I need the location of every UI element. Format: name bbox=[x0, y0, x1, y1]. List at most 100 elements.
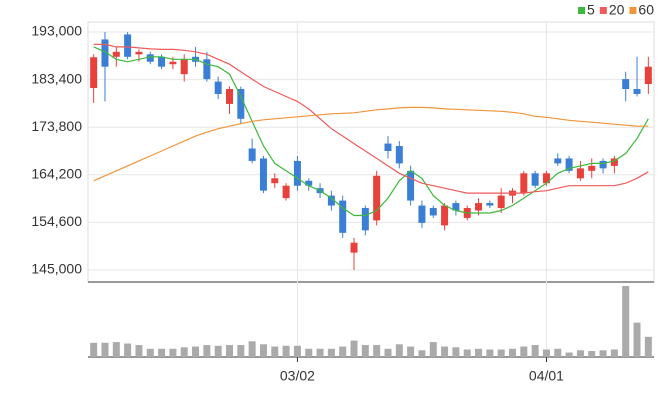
ma-line bbox=[93, 43, 649, 194]
volume-bar bbox=[135, 345, 143, 357]
legend-swatch bbox=[629, 7, 637, 14]
volume-bar bbox=[101, 342, 109, 357]
volume-bar bbox=[282, 345, 290, 357]
volume-bar bbox=[293, 345, 301, 357]
volume-bar bbox=[361, 345, 369, 357]
volume-bar bbox=[429, 342, 437, 357]
candle-body bbox=[452, 203, 460, 211]
volume-bar bbox=[576, 350, 584, 357]
candle-body bbox=[486, 203, 494, 206]
candle-body bbox=[101, 39, 109, 67]
candle-body bbox=[248, 148, 256, 161]
candle-body bbox=[610, 158, 618, 166]
candle-body bbox=[633, 89, 641, 94]
volume-bar bbox=[112, 342, 120, 357]
volume-bar bbox=[509, 348, 516, 357]
candle-body bbox=[429, 208, 437, 216]
volume-bar bbox=[622, 286, 630, 357]
candle-body bbox=[441, 205, 449, 226]
volume-bar bbox=[237, 345, 245, 357]
candle-body bbox=[135, 51, 143, 55]
candle-body bbox=[293, 160, 301, 186]
candle-body bbox=[475, 203, 483, 211]
candle-body bbox=[361, 208, 369, 231]
volume-bar bbox=[441, 346, 449, 357]
volume-bar bbox=[305, 348, 313, 357]
volume-bar bbox=[124, 343, 132, 357]
candle-body bbox=[542, 173, 550, 184]
volume-bar bbox=[259, 344, 267, 357]
volume-bar bbox=[633, 322, 641, 357]
candle-body bbox=[373, 175, 381, 221]
candle-body bbox=[214, 81, 222, 94]
candle-body bbox=[384, 143, 392, 151]
volume-bar bbox=[599, 350, 607, 357]
volume-bar bbox=[475, 348, 483, 357]
volume-bar bbox=[542, 349, 550, 357]
candle-body bbox=[407, 170, 415, 201]
volume-bar bbox=[452, 347, 460, 357]
candle-body bbox=[565, 158, 573, 171]
volume-bar bbox=[418, 350, 426, 357]
volume-bar bbox=[373, 345, 381, 357]
volume-bar bbox=[316, 348, 324, 357]
volume-bar bbox=[180, 347, 188, 357]
volume-bar bbox=[588, 351, 596, 357]
volume-bar bbox=[203, 345, 211, 357]
y-tick-label: 193,000 bbox=[31, 23, 82, 39]
candle-body bbox=[339, 200, 347, 233]
legend-label: 5 bbox=[587, 2, 595, 18]
volume-bar bbox=[90, 342, 98, 357]
candle-body bbox=[146, 54, 154, 62]
y-tick-label: 145,000 bbox=[31, 261, 82, 277]
candle-body bbox=[327, 195, 335, 206]
volume-bar bbox=[192, 346, 200, 357]
x-tick-label: 03/02 bbox=[280, 368, 315, 384]
volume-bar bbox=[520, 346, 528, 357]
candle-body bbox=[90, 57, 98, 89]
candle-body bbox=[531, 173, 539, 186]
candle-body bbox=[169, 61, 177, 65]
legend-label: 20 bbox=[609, 2, 625, 18]
candle-body bbox=[282, 185, 290, 199]
volume-bar bbox=[327, 348, 335, 357]
candle-body bbox=[497, 195, 505, 209]
volume-bar bbox=[169, 348, 177, 357]
volume-bar bbox=[407, 346, 415, 357]
y-tick-label: 173,800 bbox=[31, 118, 82, 134]
volume-bar bbox=[463, 349, 471, 357]
volume-bar bbox=[214, 345, 222, 357]
candle-body bbox=[350, 242, 358, 253]
volume-bar bbox=[271, 346, 279, 357]
candle-body bbox=[112, 51, 120, 57]
volume-bar bbox=[497, 349, 505, 357]
candle-body bbox=[271, 178, 279, 184]
legend-swatch bbox=[599, 7, 607, 14]
candle-body bbox=[226, 89, 233, 104]
candle-body bbox=[644, 66, 652, 85]
volume-bar bbox=[531, 345, 539, 357]
y-tick-label: 154,600 bbox=[31, 213, 82, 229]
candle-body bbox=[305, 180, 313, 186]
volume-bar bbox=[565, 352, 573, 357]
volume-bar bbox=[644, 336, 652, 357]
candle-body bbox=[259, 158, 267, 191]
volume-bar bbox=[158, 348, 166, 357]
volume-bar bbox=[486, 349, 494, 357]
candle-body bbox=[158, 56, 166, 67]
candle-body bbox=[520, 173, 528, 194]
candle-body bbox=[576, 168, 584, 179]
candle-body bbox=[588, 165, 596, 171]
legend-swatch bbox=[578, 7, 586, 14]
volume-bar bbox=[395, 344, 403, 357]
candle-body bbox=[124, 34, 132, 57]
y-tick-label: 164,200 bbox=[31, 166, 82, 182]
candle-body bbox=[395, 146, 403, 164]
volume-bar bbox=[554, 348, 562, 357]
candle-body bbox=[180, 59, 188, 75]
volume-bar bbox=[146, 348, 154, 357]
volume-bar bbox=[339, 346, 347, 357]
volume-bar bbox=[248, 341, 256, 357]
ma-line bbox=[93, 106, 649, 182]
